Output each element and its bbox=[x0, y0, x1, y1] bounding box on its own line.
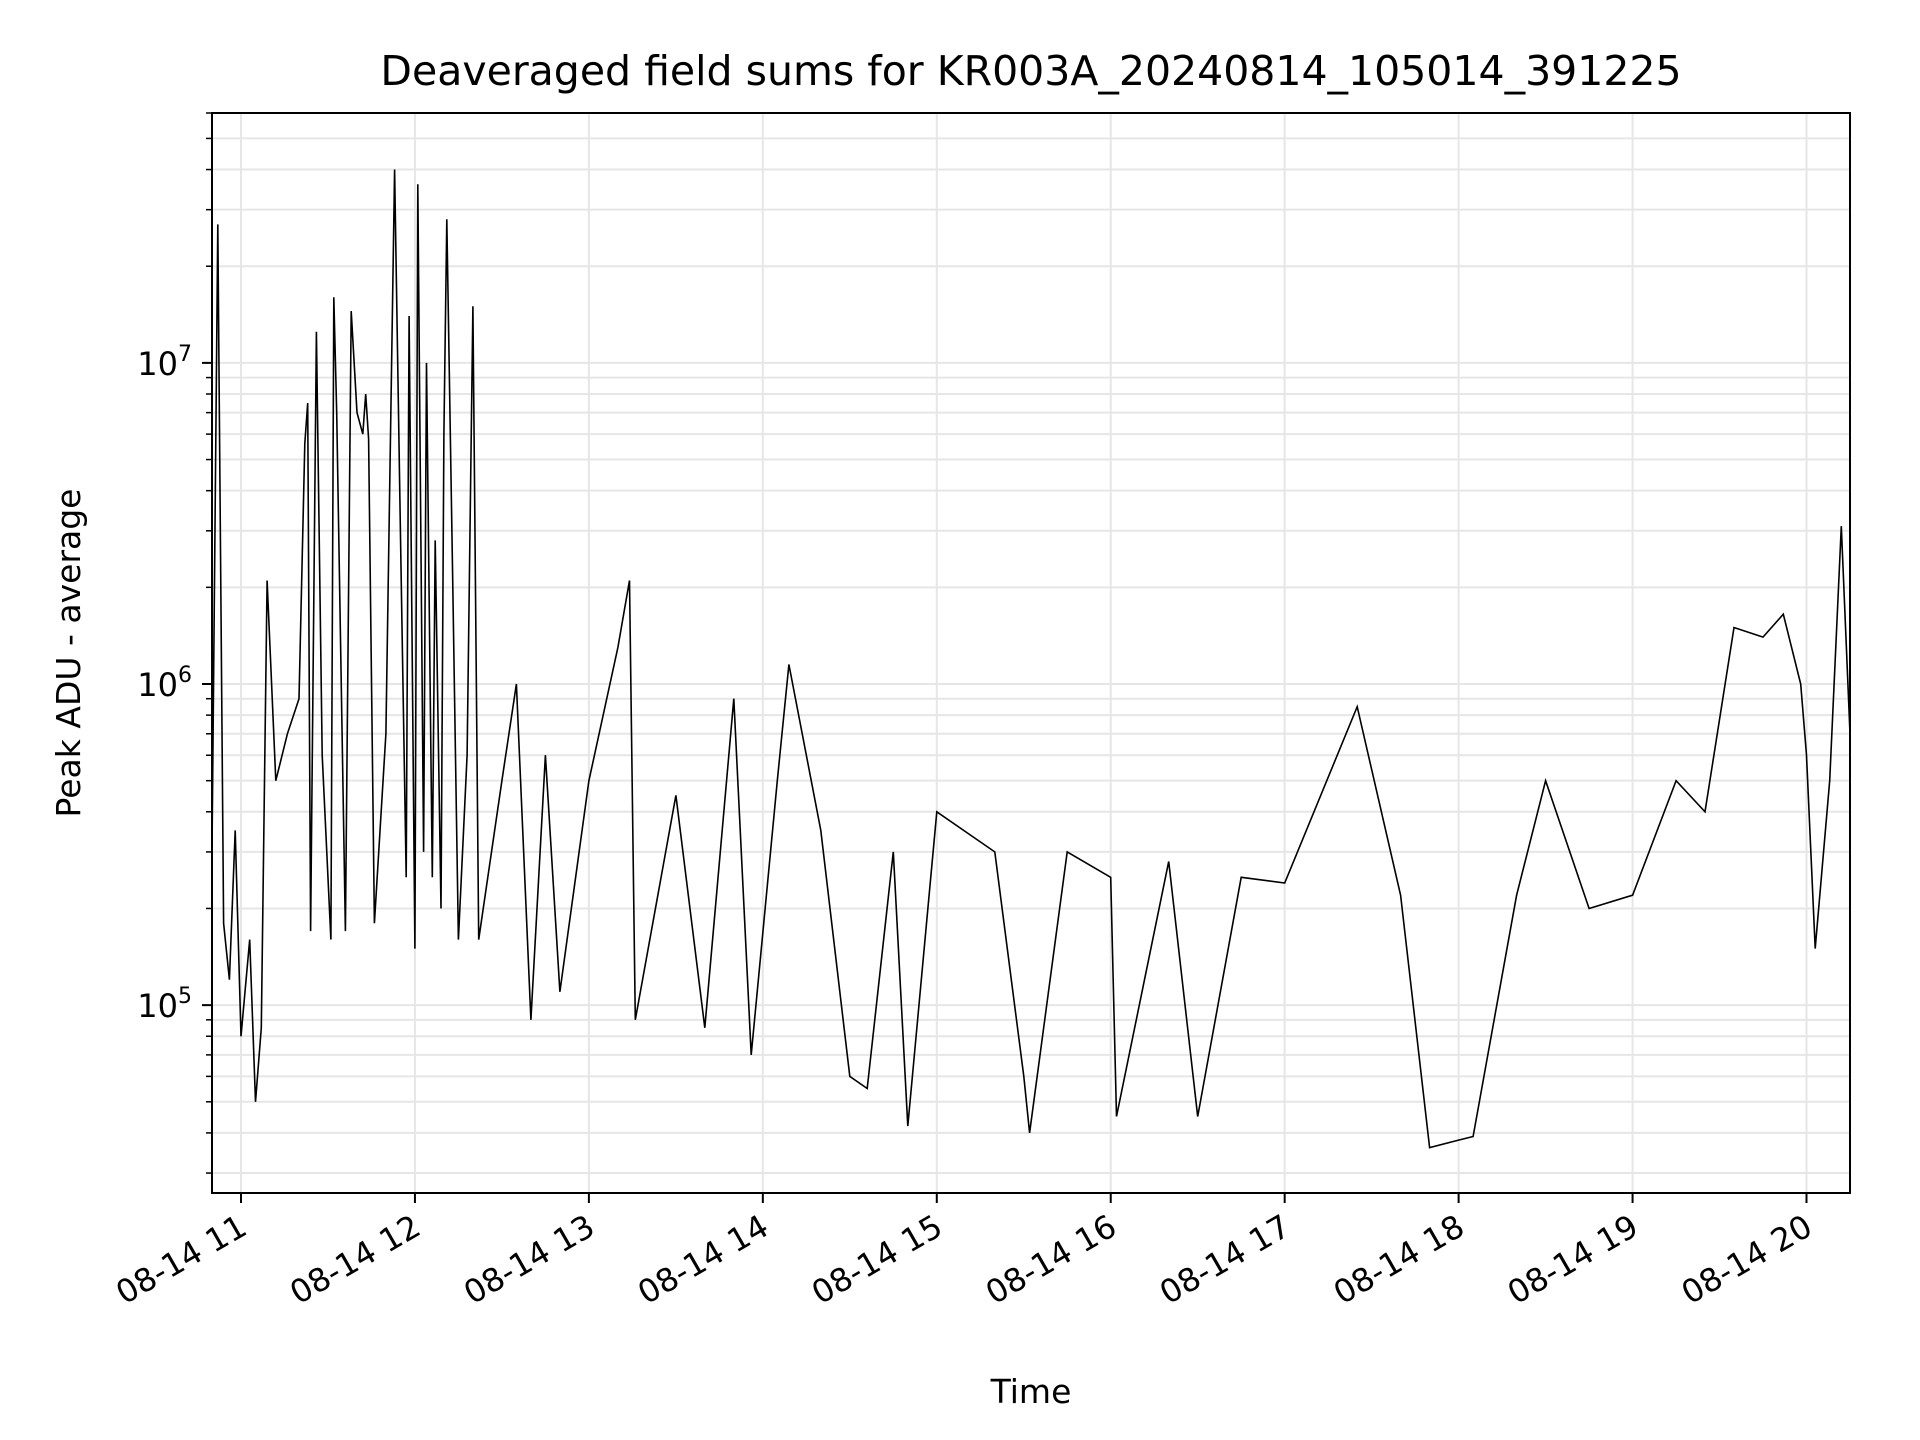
y-tick-label: 106 bbox=[137, 663, 192, 704]
x-axis-title: Time bbox=[990, 1372, 1072, 1411]
y-axis-title: Peak ADU - average bbox=[49, 489, 88, 818]
series-line bbox=[211, 169, 1851, 1149]
y-tick-label: 107 bbox=[137, 342, 192, 383]
chart-title: Deaveraged field sums for KR003A_2024081… bbox=[380, 47, 1681, 95]
grid bbox=[212, 112, 1850, 1193]
y-tick-label: 105 bbox=[137, 984, 192, 1025]
series-layer bbox=[211, 169, 1851, 1149]
axes-frame bbox=[211, 112, 1851, 1194]
